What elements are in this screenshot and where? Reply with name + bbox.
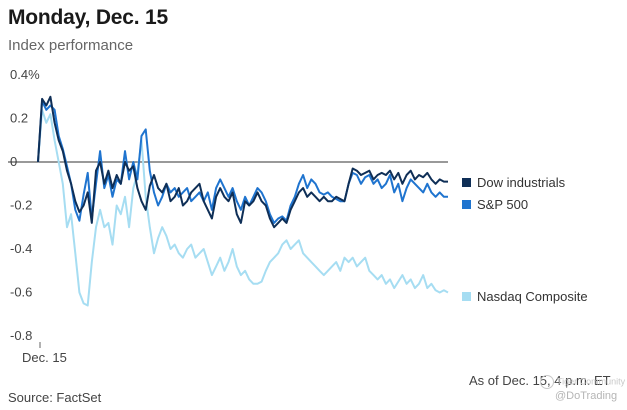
chart-title: Monday, Dec. 15 [8,6,168,29]
y-tick-label: 0.2 [10,111,28,126]
y-tick-label: -0.8 [10,328,32,343]
series-line-nasdaq [37,108,449,307]
as-of-note: As of Dec. 15, 4 p.m. ET [469,373,611,388]
watermark: Tiger Community [540,375,625,389]
legend-label-nasdaq: Nasdaq Composite [477,289,588,304]
y-tick-label: -0.6 [10,285,32,300]
legend-item-sp500: S&P 500 [462,197,528,212]
legend-swatch-dow [462,178,471,188]
legend-item-nasdaq: Nasdaq Composite [462,289,588,304]
x-tick-label: Dec. 15 [22,350,67,365]
legend-swatch-sp500 [462,200,471,210]
legend-swatch-nasdaq [462,292,471,302]
watermark-line1: Tiger Community [557,376,626,387]
y-tick-label: -0.4 [10,241,32,256]
watermark-handle: @DoTrading [555,390,618,402]
legend-item-dow: Dow industrials [462,175,565,190]
series-line-sp500 [37,100,448,224]
legend-label-dow: Dow industrials [477,175,566,190]
y-tick-label: -0.2 [10,198,32,213]
watermark-logo-icon [540,375,554,389]
series-line-dow [37,95,448,229]
source-note: Source: FactSet [8,390,102,405]
chart-subtitle: Index performance [8,37,134,54]
y-tick-label: 0.4% [10,67,40,82]
legend-label-sp500: S&P 500 [477,197,529,212]
